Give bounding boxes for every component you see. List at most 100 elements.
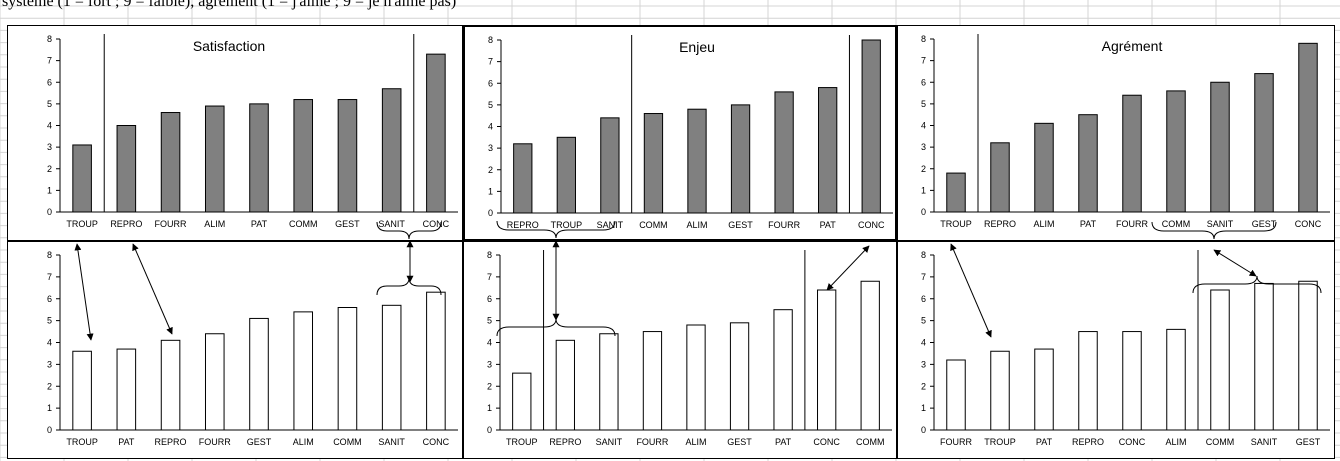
bar-conc[interactable]: [426, 291, 446, 431]
bar-troup[interactable]: [990, 350, 1010, 431]
y-tick-label: 6: [921, 294, 926, 304]
y-tick-label: 2: [921, 164, 926, 174]
x-tick-label: SANIT: [378, 437, 405, 447]
x-tick-label: REPRO: [507, 220, 539, 230]
chart-svg: 0 1 2 3 4 5 6 7 8 TROUP REPRO ALIM PAT FOURR COMM SANIT…: [921, 34, 1330, 229]
y-tick-label: 2: [921, 381, 926, 391]
chart-title: Enjeu: [679, 39, 715, 55]
y-tick-label: 3: [47, 359, 52, 369]
bar-comm[interactable]: [643, 113, 664, 214]
bar-gest[interactable]: [249, 317, 269, 431]
bar-gest[interactable]: [730, 104, 751, 214]
y-tick-label: 4: [487, 338, 492, 348]
bar-repro[interactable]: [1078, 331, 1098, 431]
bar-pat[interactable]: [773, 309, 793, 431]
chart-satisfaction-bottom[interactable]: 0 1 2 3 4 5 6 7 8 TROUP PAT REPRO FOURR GEST ALIM COMM S…: [7, 241, 463, 459]
chart-satisfaction[interactable]: 0 1 2 3 4 5 6 7 8 TROUP REPRO FOURR ALIM PAT COMM GEST S…: [7, 25, 463, 241]
bar-fourr[interactable]: [946, 359, 966, 431]
bar-fourr[interactable]: [642, 331, 663, 431]
y-tick-label: 1: [488, 186, 493, 196]
bar-comm[interactable]: [293, 99, 314, 213]
bar-gest[interactable]: [1298, 280, 1318, 431]
bar-sanit[interactable]: [381, 304, 402, 431]
bar-fourr[interactable]: [160, 112, 181, 213]
bar-pat[interactable]: [1034, 348, 1054, 431]
bar-repro[interactable]: [555, 339, 575, 431]
bar-troup[interactable]: [556, 136, 576, 214]
y-tick-label: 5: [47, 99, 52, 109]
bar-troup[interactable]: [512, 372, 532, 431]
bar-sanit[interactable]: [599, 333, 619, 431]
y-tick-label: 5: [488, 100, 493, 110]
bar-gest[interactable]: [337, 99, 358, 213]
y-tick-label: 2: [488, 165, 493, 175]
bar-troup[interactable]: [72, 144, 92, 213]
x-tick-label: COMM: [333, 437, 362, 447]
x-tick-label: CONC: [813, 437, 840, 447]
bar-comm[interactable]: [1210, 289, 1230, 431]
bar-repro[interactable]: [116, 125, 137, 213]
bar-sanit[interactable]: [1254, 282, 1274, 431]
x-tick-label: COMM: [639, 220, 668, 230]
bar-conc[interactable]: [1122, 331, 1142, 431]
x-tick-label: REPRO: [1072, 437, 1104, 447]
bar-sanit[interactable]: [1210, 81, 1230, 213]
y-tick-label: 2: [47, 381, 52, 391]
bar-troup[interactable]: [72, 350, 92, 431]
bar-alim[interactable]: [1034, 122, 1054, 213]
y-tick-label: 3: [487, 359, 492, 369]
bar-sanit[interactable]: [600, 117, 620, 214]
bar-alim[interactable]: [686, 324, 706, 431]
y-tick-label: 7: [487, 272, 492, 282]
bar-comm[interactable]: [1166, 90, 1186, 213]
bar-alim[interactable]: [293, 311, 314, 431]
bar-alim[interactable]: [687, 108, 707, 214]
bar-troup[interactable]: [946, 172, 966, 213]
y-tick-label: 4: [921, 338, 926, 348]
chart-agrement-bottom[interactable]: 0 1 2 3 4 5 6 7 8 FOURR TROUP PAT REPRO CONC ALIM COMM S…: [897, 241, 1335, 459]
bar-fourr[interactable]: [204, 333, 225, 431]
bar-alim[interactable]: [204, 105, 225, 213]
x-tick-label: GEST: [1252, 219, 1277, 229]
x-tick-label: GEST: [335, 219, 360, 229]
x-tick-label: PAT: [251, 219, 268, 229]
y-tick-label: 1: [47, 403, 52, 413]
x-tick-label: CONC: [423, 219, 450, 229]
sheet-caption: système (1 = fort ; 9 = faible), agrémen…: [2, 0, 457, 10]
y-tick-label: 1: [47, 185, 52, 195]
y-tick-label: 8: [921, 34, 926, 44]
x-tick-label: FOURR: [636, 437, 668, 447]
x-tick-label: ALIM: [685, 437, 706, 447]
y-tick-label: 7: [47, 272, 52, 282]
bar-pat[interactable]: [818, 87, 838, 214]
chart-title: Agrément: [1102, 38, 1163, 54]
chart-agrement[interactable]: 0 1 2 3 4 5 6 7 8 TROUP REPRO ALIM PAT FOURR COMM SANIT…: [897, 25, 1335, 241]
chart-svg: 0 1 2 3 4 5 6 7 8 FOURR TROUP PAT REPRO CONC ALIM COMM S…: [921, 250, 1330, 447]
bar-gest[interactable]: [1254, 73, 1274, 213]
x-tick-label: ALIM: [686, 220, 707, 230]
x-tick-label: CONC: [423, 437, 450, 447]
y-tick-label: 8: [47, 250, 52, 260]
bar-conc[interactable]: [817, 289, 837, 431]
bar-repro[interactable]: [513, 143, 533, 214]
bar-repro[interactable]: [990, 142, 1010, 213]
chart-enjeu-bottom[interactable]: 0 1 2 3 4 5 6 7 8 TROUP REPRO SANIT FOURR ALIM GEST PAT…: [463, 241, 897, 459]
bar-comm[interactable]: [860, 280, 880, 431]
bar-pat[interactable]: [1078, 114, 1098, 213]
y-tick-label: 3: [488, 143, 493, 153]
chart-enjeu[interactable]: 0 1 2 3 4 5 6 7 8 REPRO TROUP SANIT COMM ALIM GEST FOUR…: [463, 25, 897, 241]
y-tick-label: 2: [487, 381, 492, 391]
bar-fourr[interactable]: [774, 91, 794, 214]
bar-repro[interactable]: [160, 339, 181, 431]
bar-conc[interactable]: [426, 53, 446, 213]
x-tick-label: CONC: [1295, 219, 1322, 229]
bar-fourr[interactable]: [1122, 94, 1142, 213]
bar-alim[interactable]: [1166, 328, 1186, 431]
bar-pat[interactable]: [116, 348, 137, 431]
bar-pat[interactable]: [249, 103, 269, 213]
bar-gest[interactable]: [729, 322, 750, 431]
bar-conc[interactable]: [1298, 42, 1318, 213]
bar-sanit[interactable]: [381, 88, 402, 213]
bar-conc[interactable]: [861, 39, 881, 214]
bar-comm[interactable]: [337, 307, 358, 431]
